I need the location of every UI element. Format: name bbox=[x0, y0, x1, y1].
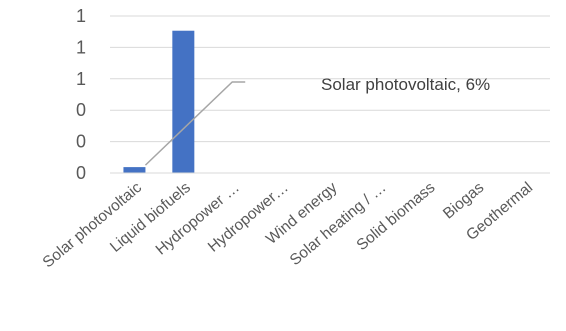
y-tick-label: 1 bbox=[76, 69, 86, 89]
bars bbox=[123, 30, 195, 173]
x-tick-label: Hydropower … bbox=[153, 179, 243, 258]
y-axis-ticks: 0 0 0 1 1 1 bbox=[76, 6, 86, 183]
y-tick-label: 0 bbox=[76, 100, 86, 120]
y-tick-label: 0 bbox=[76, 163, 86, 183]
bar bbox=[172, 30, 195, 173]
bar bbox=[123, 167, 146, 173]
data-label-annotation: Solar photovoltaic, 6% bbox=[321, 75, 490, 94]
annotation-leader-line bbox=[144, 81, 246, 166]
y-tick-label: 1 bbox=[76, 6, 86, 26]
y-tick-label: 1 bbox=[76, 37, 86, 57]
y-tick-label: 0 bbox=[76, 132, 86, 152]
